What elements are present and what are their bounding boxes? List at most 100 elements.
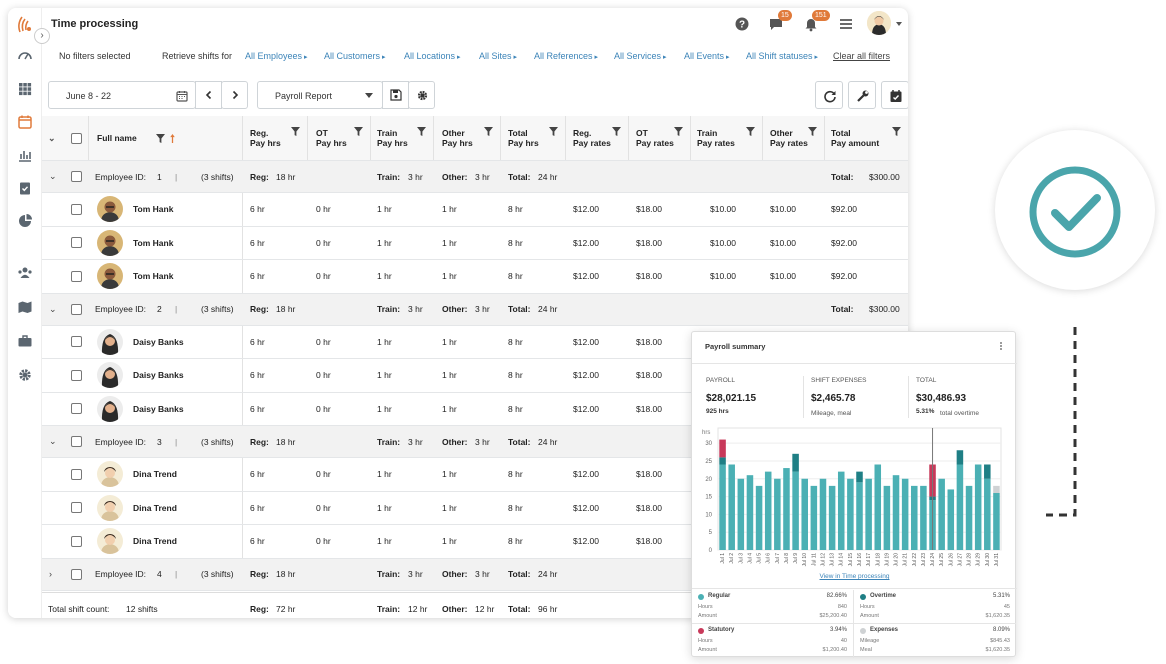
sort-asc-icon[interactable] (170, 133, 175, 143)
chevron-down-icon[interactable]: ⌄ (49, 171, 57, 181)
grid-icon[interactable] (17, 81, 33, 97)
expand-all-toggle[interactable]: ⌄ (48, 132, 56, 143)
refresh-button[interactable] (815, 81, 843, 109)
column-header-total-hrs[interactable]: Total Pay hrs (508, 116, 539, 160)
column-header-other-hrs[interactable]: Other Pay hrs (442, 116, 473, 160)
table-row[interactable]: Tom Hank 6 hr 0 hr 1 hr 1 hr 8 hr $12.00 $18.00… (42, 226, 908, 260)
users-icon[interactable] (17, 265, 33, 281)
row-checkbox[interactable] (71, 468, 82, 480)
filter-bar: No filters selected Retrieve shifts for … (42, 48, 908, 70)
row-checkbox[interactable] (71, 203, 82, 215)
filter-icon[interactable] (892, 109, 901, 153)
legend-val1: 45 (1003, 604, 1010, 610)
column-header-train-hrs[interactable]: Train Pay hrs (377, 116, 408, 160)
filter-sites[interactable]: All Sites (479, 51, 517, 61)
user-avatar[interactable] (867, 11, 891, 35)
column-header-total-amt[interactable]: Total Pay amount (831, 116, 879, 160)
row-checkbox[interactable] (71, 336, 82, 348)
column-header-ot-rate[interactable]: OT Pay rates (636, 116, 674, 160)
filter-icon[interactable] (156, 133, 165, 143)
select-all-checkbox[interactable] (71, 132, 82, 144)
chevron-down-icon[interactable] (895, 20, 903, 28)
filter-icon[interactable] (484, 109, 493, 153)
column-header-reg-hrs[interactable]: Reg. Pay hrs (250, 116, 281, 160)
row-checkbox[interactable] (71, 403, 82, 415)
legend-pct: 8.09% (992, 627, 1010, 633)
chevron-right-icon[interactable]: › (49, 569, 52, 579)
filter-icon[interactable] (354, 109, 363, 153)
settings-icon[interactable] (17, 367, 33, 383)
group-checkbox[interactable] (71, 568, 82, 580)
filter-events[interactable]: All Events (684, 51, 730, 61)
table-row[interactable]: Tom Hank 6 hr 0 hr 1 hr 1 hr 8 hr $12.00 $18.00… (42, 260, 908, 294)
filter-customers[interactable]: All Customers (324, 51, 385, 61)
column-header-train-rate[interactable]: Train Pay rates (697, 116, 735, 160)
column-header-other-rate[interactable]: Other Pay rates (770, 116, 808, 160)
filter-shift-statuses[interactable]: All Shift statuses (746, 51, 818, 61)
filter-icon[interactable] (291, 109, 300, 153)
schedule-check-button[interactable] (881, 81, 908, 109)
view-time-processing-link[interactable]: View in Time processing (819, 573, 890, 580)
filter-locations[interactable]: All Locations (404, 51, 461, 61)
row-checkbox[interactable] (71, 502, 82, 514)
table-row[interactable]: Daisy Banks 6 hr 0 hr 1 hr 1 hr 8 hr $12.00 $18… (42, 359, 908, 393)
filter-icon[interactable] (808, 109, 817, 153)
dashboard-icon[interactable] (17, 48, 33, 64)
report-settings-button[interactable] (408, 81, 435, 109)
table-row[interactable]: Dina Trend 6 hr 0 hr 1 hr 1 hr 8 hr $12.00 $18.… (42, 525, 908, 559)
employee-name: Dina Trend (133, 469, 177, 480)
column-header-ot-hrs[interactable]: OT Pay hrs (316, 116, 347, 160)
x-tick-label: Jul 16 (857, 553, 863, 567)
row-checkbox[interactable] (71, 535, 82, 547)
x-tick-label: Jul 30 (985, 553, 991, 567)
save-report-button[interactable] (382, 81, 409, 109)
filter-references[interactable]: All References (534, 51, 598, 61)
filter-services[interactable]: All Services (614, 51, 666, 61)
filter-icon[interactable] (674, 109, 683, 153)
date-range-picker[interactable]: June 8 - 22 (48, 81, 196, 109)
chevron-down-icon[interactable]: ⌄ (49, 436, 57, 446)
bell-icon[interactable] (803, 16, 819, 32)
reg-rate: $12.00 (573, 370, 599, 381)
table-row[interactable]: Dina Trend 6 hr 0 hr 1 hr 1 hr 8 hr $12.00 $18.… (42, 491, 908, 525)
list-icon[interactable] (838, 16, 854, 32)
column-header-reg-rate[interactable]: Reg. Pay rates (573, 116, 611, 160)
group-checkbox[interactable] (71, 303, 82, 315)
group-row[interactable]: ⌄ Employee ID: 1 | (3 shifts) Reg: 18 hr Train:… (42, 161, 908, 193)
legend-key1: Hours (698, 604, 713, 610)
group-checkbox[interactable] (71, 171, 82, 182)
calendar-icon[interactable] (17, 114, 33, 130)
help-icon[interactable]: ? (734, 16, 750, 32)
pie-chart-icon[interactable] (17, 213, 33, 229)
filter-employees[interactable]: All Employees (245, 51, 308, 61)
clipboard-icon[interactable] (17, 180, 33, 196)
bar-chart-icon[interactable] (17, 147, 33, 163)
table-row[interactable]: Dina Trend 6 hr 0 hr 1 hr 1 hr 8 hr $12.00 $18.… (42, 458, 908, 492)
chevron-down-icon[interactable]: ⌄ (49, 303, 57, 314)
logo-icon (18, 16, 31, 33)
report-select[interactable]: Payroll Report (257, 81, 383, 109)
next-period-button[interactable] (221, 81, 248, 109)
prev-period-button[interactable] (195, 81, 222, 109)
row-checkbox[interactable] (71, 237, 82, 249)
group-train-key: Train: (377, 304, 401, 314)
group-checkbox[interactable] (71, 436, 82, 447)
map-icon[interactable] (17, 299, 33, 315)
chat-icon[interactable] (768, 16, 784, 32)
briefcase-icon[interactable] (17, 333, 33, 349)
filter-icon[interactable] (612, 109, 621, 153)
employee-name: Daisy Banks (133, 336, 184, 347)
collapse-rail-button[interactable]: › (34, 28, 50, 44)
tools-button[interactable] (848, 81, 876, 109)
more-icon[interactable] (998, 341, 1004, 351)
filter-icon[interactable] (746, 109, 755, 153)
filter-icon[interactable] (417, 109, 426, 153)
row-checkbox[interactable] (71, 270, 82, 282)
clear-filters-link[interactable]: Clear all filters (833, 51, 891, 61)
table-row[interactable]: Daisy Banks 6 hr 0 hr 1 hr 1 hr 8 hr $12.00 $18… (42, 325, 908, 359)
table-row[interactable]: Tom Hank 6 hr 0 hr 1 hr 1 hr 8 hr $12.00 $18.00… (42, 193, 908, 227)
group-row[interactable]: ⌄ Employee ID: 2 | (3 shifts) Reg: 18 hr Train:… (42, 293, 908, 326)
row-checkbox[interactable] (71, 369, 82, 381)
table-row[interactable]: Daisy Banks 6 hr 0 hr 1 hr 1 hr 8 hr $12.00 $18… (42, 392, 908, 426)
filter-icon[interactable] (549, 109, 558, 153)
